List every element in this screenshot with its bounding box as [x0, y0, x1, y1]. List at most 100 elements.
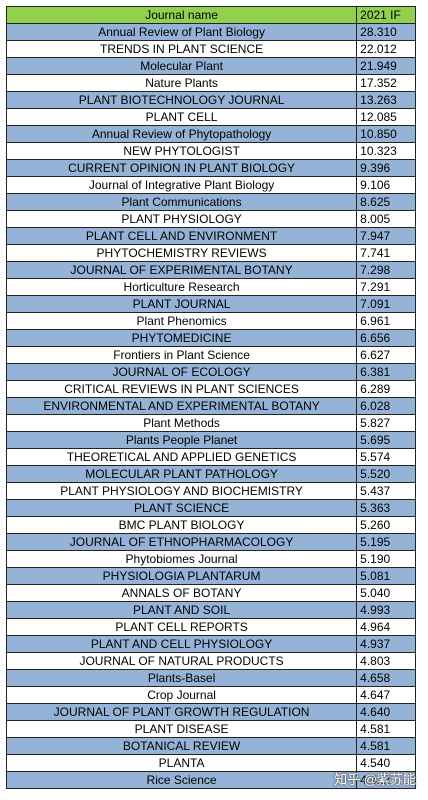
impact-factor: 10.850: [356, 125, 416, 143]
impact-factor: 4.412: [356, 771, 416, 789]
impact-factor: 8.625: [356, 193, 416, 211]
journal-name: BMC PLANT BIOLOGY: [5, 516, 358, 534]
journal-row: PHYSIOLOGIA PLANTARUM 5.081: [5, 567, 416, 585]
journal-name: PLANT CELL: [5, 108, 358, 126]
impact-factor: 12.085: [356, 108, 416, 126]
watermark: 知乎 @紫苏能: [334, 772, 416, 787]
journal-row: PLANT AND CELL PHYSIOLOGY 4.937: [5, 635, 416, 653]
impact-factor: 4.993: [356, 601, 416, 619]
journal-row: Plants-Basel 4.658: [5, 669, 416, 687]
journal-row: PLANT BIOTECHNOLOGY JOURNAL 13.263: [5, 91, 416, 109]
journal-row: Molecular Plant 21.949: [5, 57, 416, 75]
journal-name: Crop Journal: [5, 686, 358, 704]
journal-name: PHYSIOLOGIA PLANTARUM: [5, 567, 358, 585]
journal-row: MOLECULAR PLANT PATHOLOGY 5.520: [5, 465, 416, 483]
header-cell: Journal name: [5, 6, 358, 24]
journal-row: Plant Methods 5.827: [5, 414, 416, 432]
journal-row: PLANT CELL AND ENVIRONMENT 7.947: [5, 227, 416, 245]
journal-name: PHYTOCHEMISTRY REVIEWS: [5, 244, 358, 262]
journal-row: JOURNAL OF NATURAL PRODUCTS 4.803: [5, 652, 416, 670]
journal-name: JOURNAL OF ECOLOGY: [5, 363, 358, 381]
journal-name: PLANT CELL REPORTS: [5, 618, 358, 636]
impact-factor: 5.574: [356, 448, 416, 466]
journal-row: Annual Review of Plant Biology 28.310: [5, 23, 416, 41]
journal-row: PLANTA 4.540: [5, 754, 416, 772]
impact-factor: 13.263: [356, 91, 416, 109]
impact-factor: 21.949: [356, 57, 416, 75]
journal-name: ANNALS OF BOTANY: [5, 584, 358, 602]
impact-factor: 5.040: [356, 584, 416, 602]
impact-factor: 17.352: [356, 74, 416, 92]
journal-row: Journal of Integrative Plant Biology 9.10…: [5, 176, 416, 194]
journal-row: Horticulture Research 7.291: [5, 278, 416, 296]
journal-name: Molecular Plant: [5, 57, 358, 75]
journal-row: Plants People Planet 5.695: [5, 431, 416, 449]
journal-name: CRITICAL REVIEWS IN PLANT SCIENCES: [5, 380, 358, 398]
impact-factor: 5.190: [356, 550, 416, 568]
journal-row: Plant Phenomics 6.961: [5, 312, 416, 330]
impact-factor: 4.581: [356, 737, 416, 755]
journal-row: Crop Journal 4.647: [5, 686, 416, 704]
journal-row: NEW PHYTOLOGIST 10.323: [5, 142, 416, 160]
journal-row: Rice Science 4.412: [5, 771, 416, 789]
journal-row: PLANT SCIENCE 5.363: [5, 499, 416, 517]
impact-factor: 7.741: [356, 244, 416, 262]
journal-name: Journal of Integrative Plant Biology: [5, 176, 358, 194]
impact-factor: 6.627: [356, 346, 416, 364]
impact-factor: 7.291: [356, 278, 416, 296]
impact-factor: 5.260: [356, 516, 416, 534]
impact-factor: 4.640: [356, 703, 416, 721]
impact-factor: 5.695: [356, 431, 416, 449]
journal-name: PLANT JOURNAL: [5, 295, 358, 313]
journal-name: JOURNAL OF NATURAL PRODUCTS: [5, 652, 358, 670]
impact-factor: 7.298: [356, 261, 416, 279]
journal-row: CURRENT OPINION IN PLANT BIOLOGY 9.396: [5, 159, 416, 177]
journal-name: Plant Phenomics: [5, 312, 358, 330]
journal-row: PHYTOCHEMISTRY REVIEWS 7.741: [5, 244, 416, 262]
journal-row: Plant Communications 8.625: [5, 193, 416, 211]
journal-row: ANNALS OF BOTANY 5.040: [5, 584, 416, 602]
journal-row: PLANT CELL REPORTS 4.964: [5, 618, 416, 636]
journal-row: PLANT PHYSIOLOGY AND BIOCHEMISTRY 5.437: [5, 482, 416, 500]
journal-name: Plant Communications: [5, 193, 358, 211]
journal-name: Annual Review of Plant Biology: [5, 23, 358, 41]
journal-name: JOURNAL OF ETHNOPHARMACOLOGY: [5, 533, 358, 551]
impact-factor: 9.106: [356, 176, 416, 194]
journal-name: PHYTOMEDICINE: [5, 329, 358, 347]
journal-row: JOURNAL OF EXPERIMENTAL BOTANY 7.298: [5, 261, 416, 279]
journal-row: Annual Review of Phytopathology 10.850: [5, 125, 416, 143]
journal-name: PLANT AND SOIL: [5, 601, 358, 619]
journal-row: PLANT DISEASE 4.581: [5, 720, 416, 738]
journal-table: Journal name 2021 IF Annual Review of Pl…: [5, 6, 416, 789]
impact-factor: 6.656: [356, 329, 416, 347]
impact-factor: 6.289: [356, 380, 416, 398]
impact-factor: 4.647: [356, 686, 416, 704]
impact-factor: 4.964: [356, 618, 416, 636]
impact-factor: 10.323: [356, 142, 416, 160]
journal-name: PLANT SCIENCE: [5, 499, 358, 517]
journal-row: JOURNAL OF ECOLOGY 6.381: [5, 363, 416, 381]
journal-row: JOURNAL OF ETHNOPHARMACOLOGY 5.195: [5, 533, 416, 551]
journal-name: Plants People Planet: [5, 431, 358, 449]
impact-factor: 7.091: [356, 295, 416, 313]
journal-name: Plant Methods: [5, 414, 358, 432]
journal-name: Phytobiomes Journal: [5, 550, 358, 568]
journal-name: Horticulture Research: [5, 278, 358, 296]
impact-factor: 6.961: [356, 312, 416, 330]
impact-factor: 4.540: [356, 754, 416, 772]
impact-factor: 5.195: [356, 533, 416, 551]
impact-factor: 4.803: [356, 652, 416, 670]
impact-factor: 5.437: [356, 482, 416, 500]
journal-name: MOLECULAR PLANT PATHOLOGY: [5, 465, 358, 483]
impact-factor: 9.396: [356, 159, 416, 177]
impact-factor: 8.005: [356, 210, 416, 228]
journal-row: TRENDS IN PLANT SCIENCE 22.012: [5, 40, 416, 58]
journal-name: JOURNAL OF EXPERIMENTAL BOTANY: [5, 261, 358, 279]
journal-name: Rice Science: [5, 771, 358, 789]
journal-row: THEORETICAL AND APPLIED GENETICS 5.574: [5, 448, 416, 466]
impact-factor: 4.658: [356, 669, 416, 687]
journal-name: ENVIRONMENTAL AND EXPERIMENTAL BOTANY: [5, 397, 358, 415]
journal-row: Nature Plants 17.352: [5, 74, 416, 92]
journal-row: PLANT PHYSIOLOGY 8.005: [5, 210, 416, 228]
